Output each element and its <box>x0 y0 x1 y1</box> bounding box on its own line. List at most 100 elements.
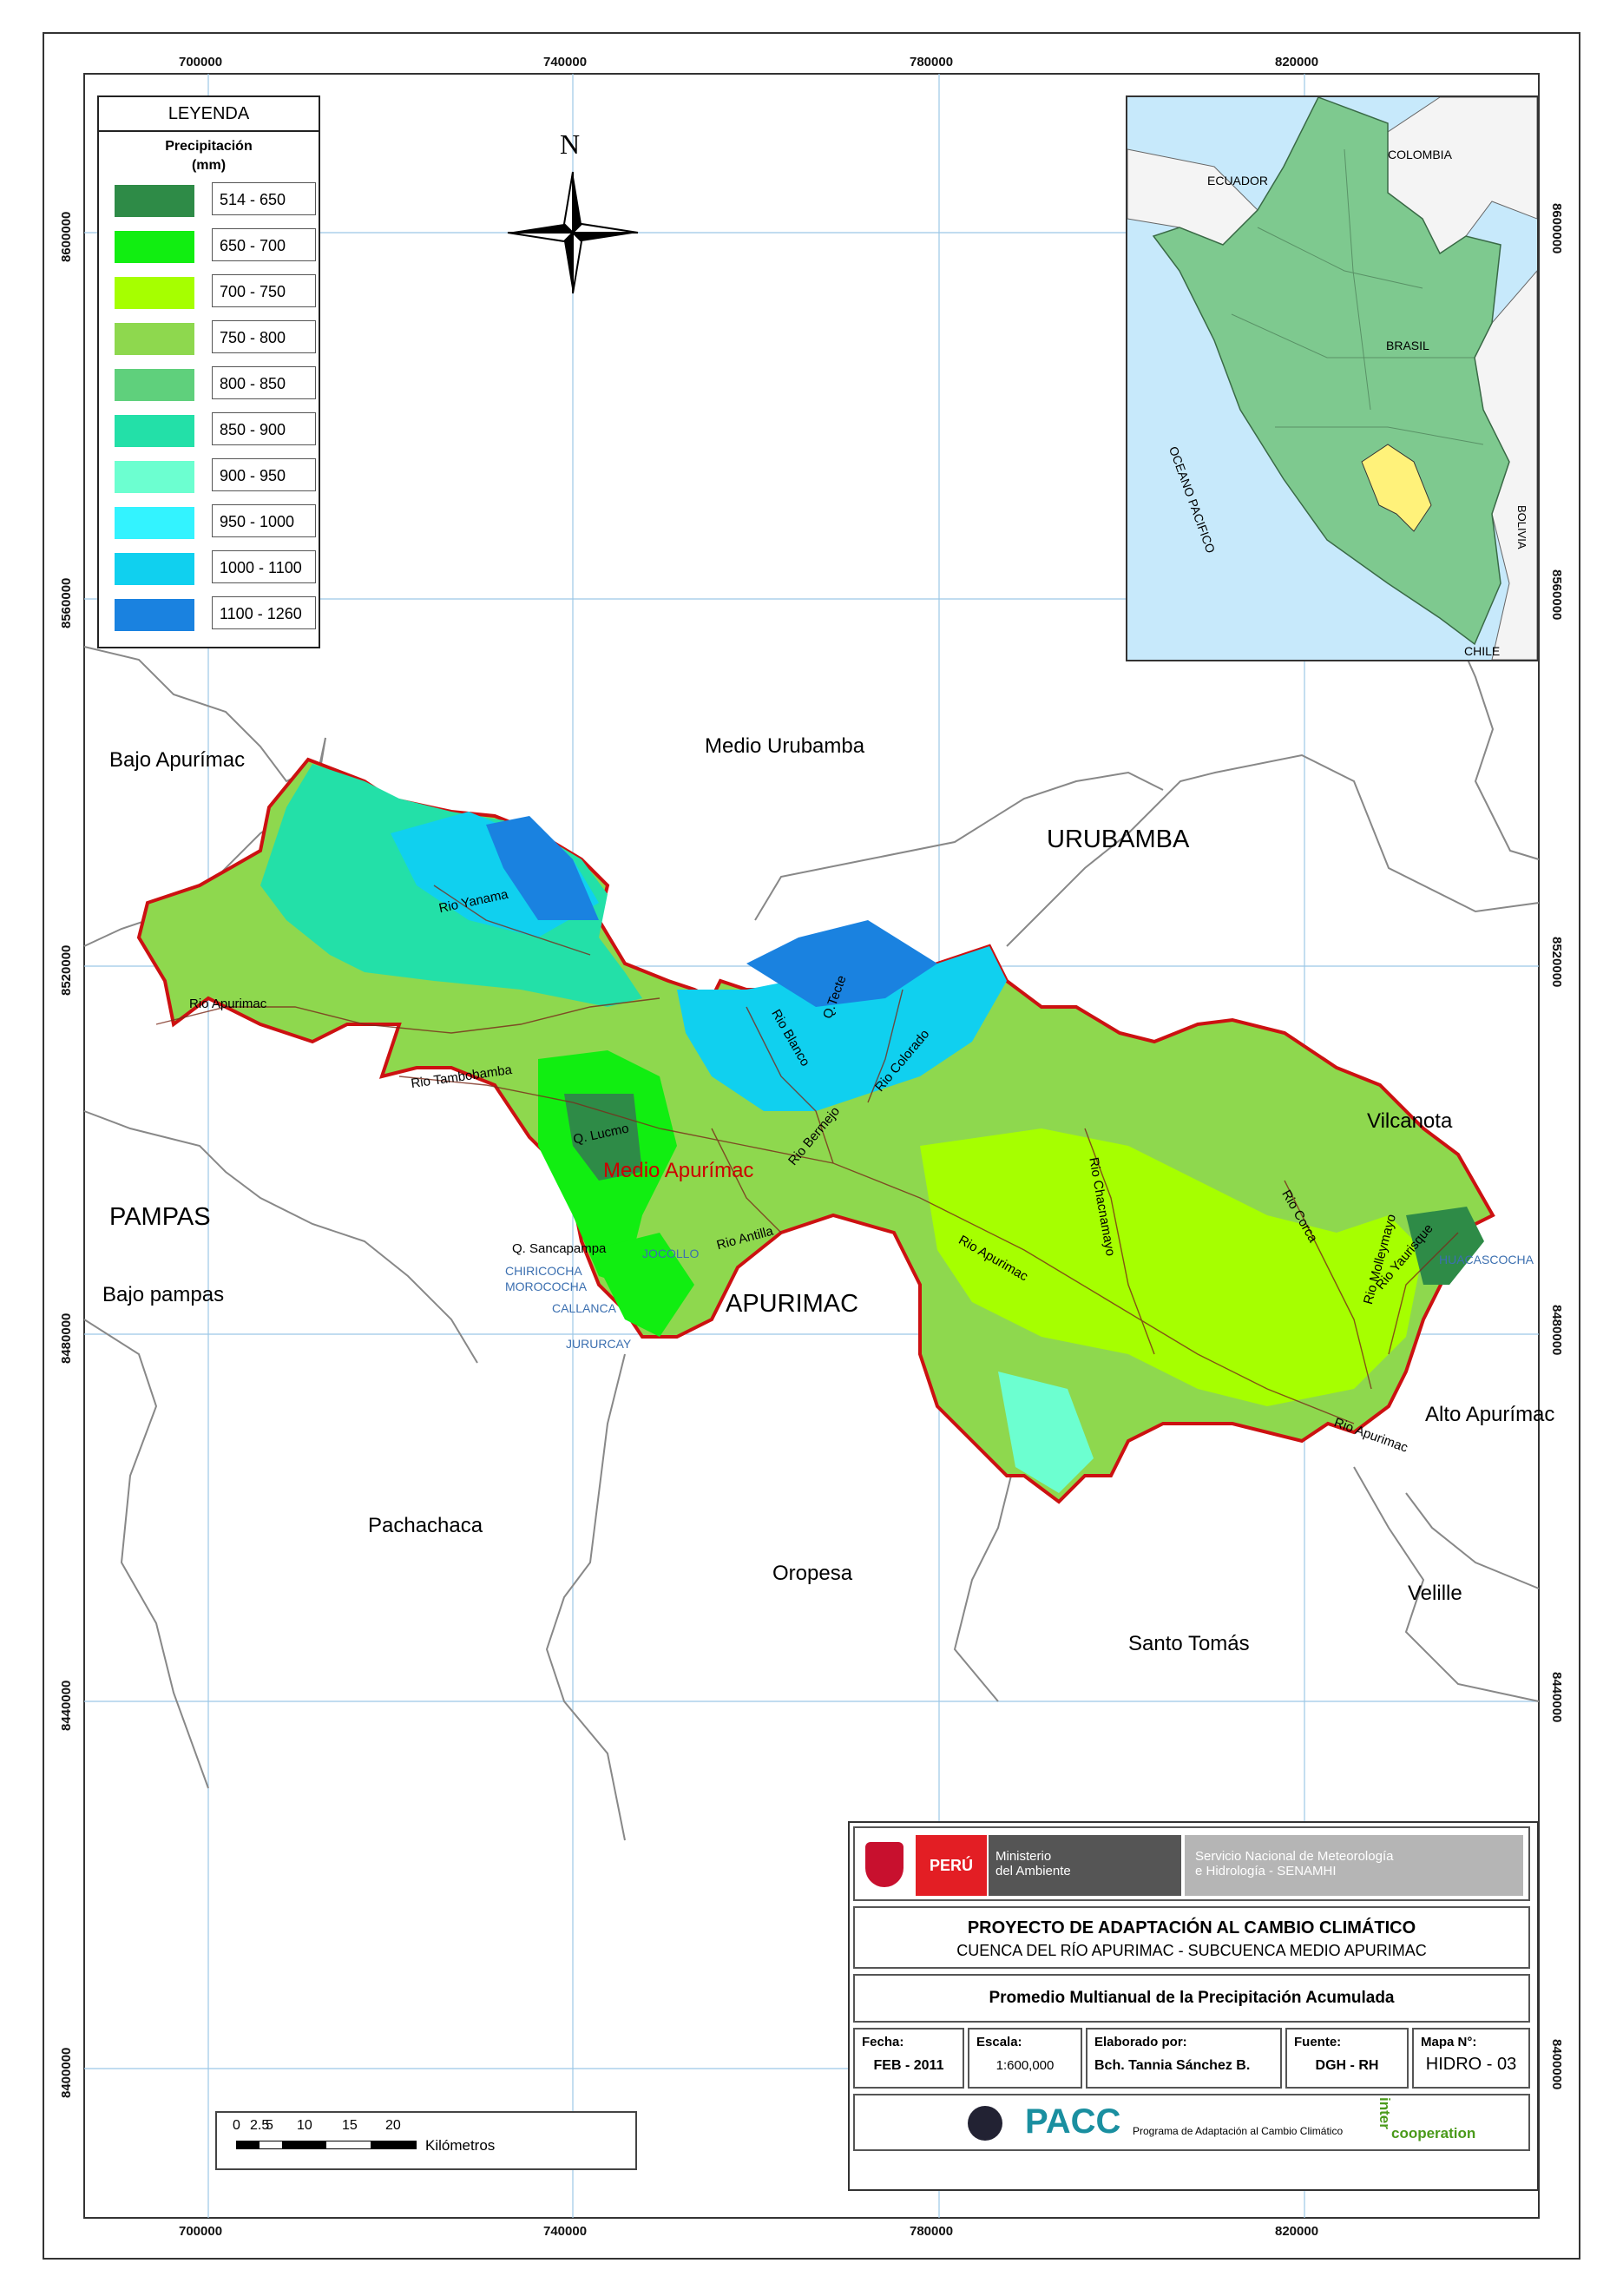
legend-subtitle: Precipitación <box>165 139 253 154</box>
elaborado-box: Elaborado por: Bch. Tannia Sánchez B. <box>1086 2028 1282 2089</box>
place-morococha: MOROCOCHA <box>505 1280 588 1293</box>
fuente-label: Fuente: <box>1294 2035 1342 2049</box>
escala-box: Escala: 1:600,000 <box>968 2028 1082 2089</box>
elaborado-value: Bch. Tannia Sánchez B. <box>1094 2058 1251 2073</box>
project-subtitle: CUENCA DEL RÍO APURIMAC - SUBCUENCA MEDI… <box>956 1942 1427 1959</box>
legend-label: 1000 - 1100 <box>212 550 316 583</box>
coordinate-tick-label: 820000 <box>1275 2224 1319 2239</box>
fecha-box: Fecha: FEB - 2011 <box>853 2028 964 2089</box>
scale-tick-label: 2.5 <box>250 2118 270 2133</box>
place-chiricocha: CHIRICOCHA <box>505 1264 582 1278</box>
coordinate-tick-label: 780000 <box>910 55 954 69</box>
coordinate-tick-label: 820000 <box>1275 55 1319 69</box>
legend-class: 750 - 800 <box>115 320 316 355</box>
legend-class: 1000 - 1100 <box>115 550 316 585</box>
coordinate-tick-label: 8440000 <box>1549 1672 1564 1723</box>
legend-class: 700 - 750 <box>115 274 316 309</box>
mapa-label: Mapa N°: <box>1421 2035 1477 2049</box>
pacc-logo: PACC <box>1025 2102 1121 2141</box>
intercooperation-logo: cooperation <box>1391 2125 1476 2141</box>
precipitation-raster <box>136 757 1495 1504</box>
legend-class: 900 - 950 <box>115 458 316 493</box>
place-jocollo: JOCOLLO <box>642 1247 700 1260</box>
north-arrow <box>507 171 639 294</box>
map-title: Promedio Multianual de la Precipitación … <box>989 1989 1395 2007</box>
coordinate-tick-label: 8520000 <box>1549 937 1564 988</box>
fuente-box: Fuente: DGH - RH <box>1285 2028 1409 2089</box>
coordinate-tick-label: 8520000 <box>59 944 74 996</box>
region-medio-apurimac: Medio Apurímac <box>603 1159 754 1182</box>
coordinate-tick-label: 740000 <box>543 2224 588 2239</box>
legend-swatch <box>115 415 194 447</box>
region-urubamba: URUBAMBA <box>1047 826 1190 853</box>
region-santo-tomas: Santo Tomás <box>1128 1632 1250 1655</box>
region-medio-urubamba: Medio Urubamba <box>705 734 865 758</box>
region-alto-apurimac: Alto Apurímac <box>1425 1403 1555 1426</box>
senamhi-banner: Servicio Nacional de Meteorología e Hidr… <box>1185 1835 1523 1896</box>
legend-units: (mm) <box>191 158 227 173</box>
region-bajo-apurimac: Bajo Apurímac <box>109 748 246 772</box>
river-apurimac-west: Rio Apurimac <box>189 997 267 1011</box>
region-apurimac: APURIMAC <box>726 1290 859 1318</box>
scale-bar-graphic <box>236 2141 417 2149</box>
legend-label: 700 - 750 <box>212 274 316 307</box>
coordinate-tick-label: 8560000 <box>1549 569 1564 621</box>
inset-label-colombia: COLOMBIA <box>1388 148 1452 161</box>
mapa-box: Mapa N°: HIDRO - 03 <box>1412 2028 1530 2089</box>
fecha-value: FEB - 2011 <box>873 2058 944 2073</box>
legend-swatch <box>115 323 194 355</box>
project-box: PROYECTO DE ADAPTACIÓN AL CAMBIO CLIMÁTI… <box>853 1906 1530 1969</box>
river-network <box>155 885 1459 1424</box>
legend-swatch <box>115 369 194 401</box>
coordinate-tick-label: 8480000 <box>1549 1305 1564 1356</box>
legend-swatch <box>115 231 194 263</box>
agency-header: PERÚ Ministerio del Ambiente Servicio Na… <box>853 1826 1530 1901</box>
ministerio-banner: Ministerio del Ambiente <box>989 1835 1181 1896</box>
globe-logo <box>968 2106 1002 2141</box>
coordinate-tick-label: 700000 <box>179 55 223 69</box>
scale-bar: 0 2.5 5 10 15 20 Kilómetros <box>215 2111 637 2170</box>
legend-swatch <box>115 507 194 539</box>
place-huacascocha: HUACASCOCHA <box>1439 1253 1534 1266</box>
coordinate-tick-label: 8480000 <box>59 1312 74 1364</box>
coordinate-tick-label: 8440000 <box>59 1680 74 1731</box>
region-velille: Velille <box>1408 1582 1462 1605</box>
legend-class: 850 - 900 <box>115 412 316 447</box>
inset-label-chile: CHILE <box>1464 644 1501 658</box>
region-oropesa: Oropesa <box>772 1562 853 1585</box>
legend-swatch <box>115 461 194 493</box>
escala-value: 1:600,000 <box>995 2058 1055 2073</box>
coordinate-tick-label: 8400000 <box>1549 2039 1564 2090</box>
map-title-box: Promedio Multianual de la Precipitación … <box>853 1974 1530 2023</box>
coordinate-tick-label: 8600000 <box>59 211 74 262</box>
legend-label: 514 - 650 <box>212 182 316 215</box>
inset-label-brasil: BRASIL <box>1386 339 1429 352</box>
coordinate-tick-label: 8600000 <box>1549 203 1564 254</box>
peru-coat-of-arms <box>865 1842 903 1887</box>
scale-bar-unit: Kilómetros <box>425 2137 496 2154</box>
place-jururcay: JURURCAY <box>566 1337 632 1351</box>
scale-tick-label: 15 <box>342 2118 358 2133</box>
coordinate-tick-label: 8560000 <box>59 577 74 628</box>
river-sancapampa: Q. Sancapampa <box>512 1241 607 1256</box>
elaborado-label: Elaborado por: <box>1094 2035 1187 2049</box>
region-pampas: PAMPAS <box>109 1203 211 1231</box>
legend-label: 900 - 950 <box>212 458 316 491</box>
fuente-value: DGH - RH <box>1315 2058 1379 2073</box>
escala-label: Escala: <box>976 2035 1022 2049</box>
title-block: PERÚ Ministerio del Ambiente Servicio Na… <box>848 1821 1539 2191</box>
scale-tick-label: 10 <box>297 2118 312 2133</box>
inset-map: COLOMBIA ECUADOR BRASIL OCEANO PACIFICO … <box>1126 95 1539 661</box>
mapa-value: HIDRO - 03 <box>1425 2055 1517 2074</box>
inset-peru-map <box>1127 96 1538 661</box>
scale-tick-label: 0 <box>233 2118 240 2133</box>
inset-label-bolivia: BOLIVIA <box>1515 505 1528 549</box>
pacc-tagline: Programa de Adaptación al Cambio Climáti… <box>1133 2125 1344 2137</box>
legend-label: 850 - 900 <box>212 412 316 445</box>
legend-class: 800 - 850 <box>115 366 316 401</box>
legend-label: 650 - 700 <box>212 228 316 261</box>
legend-swatch <box>115 185 194 217</box>
region-pachachaca: Pachachaca <box>368 1514 483 1537</box>
region-bajo-pampas: Bajo pampas <box>102 1283 225 1306</box>
legend-swatch <box>115 599 194 631</box>
